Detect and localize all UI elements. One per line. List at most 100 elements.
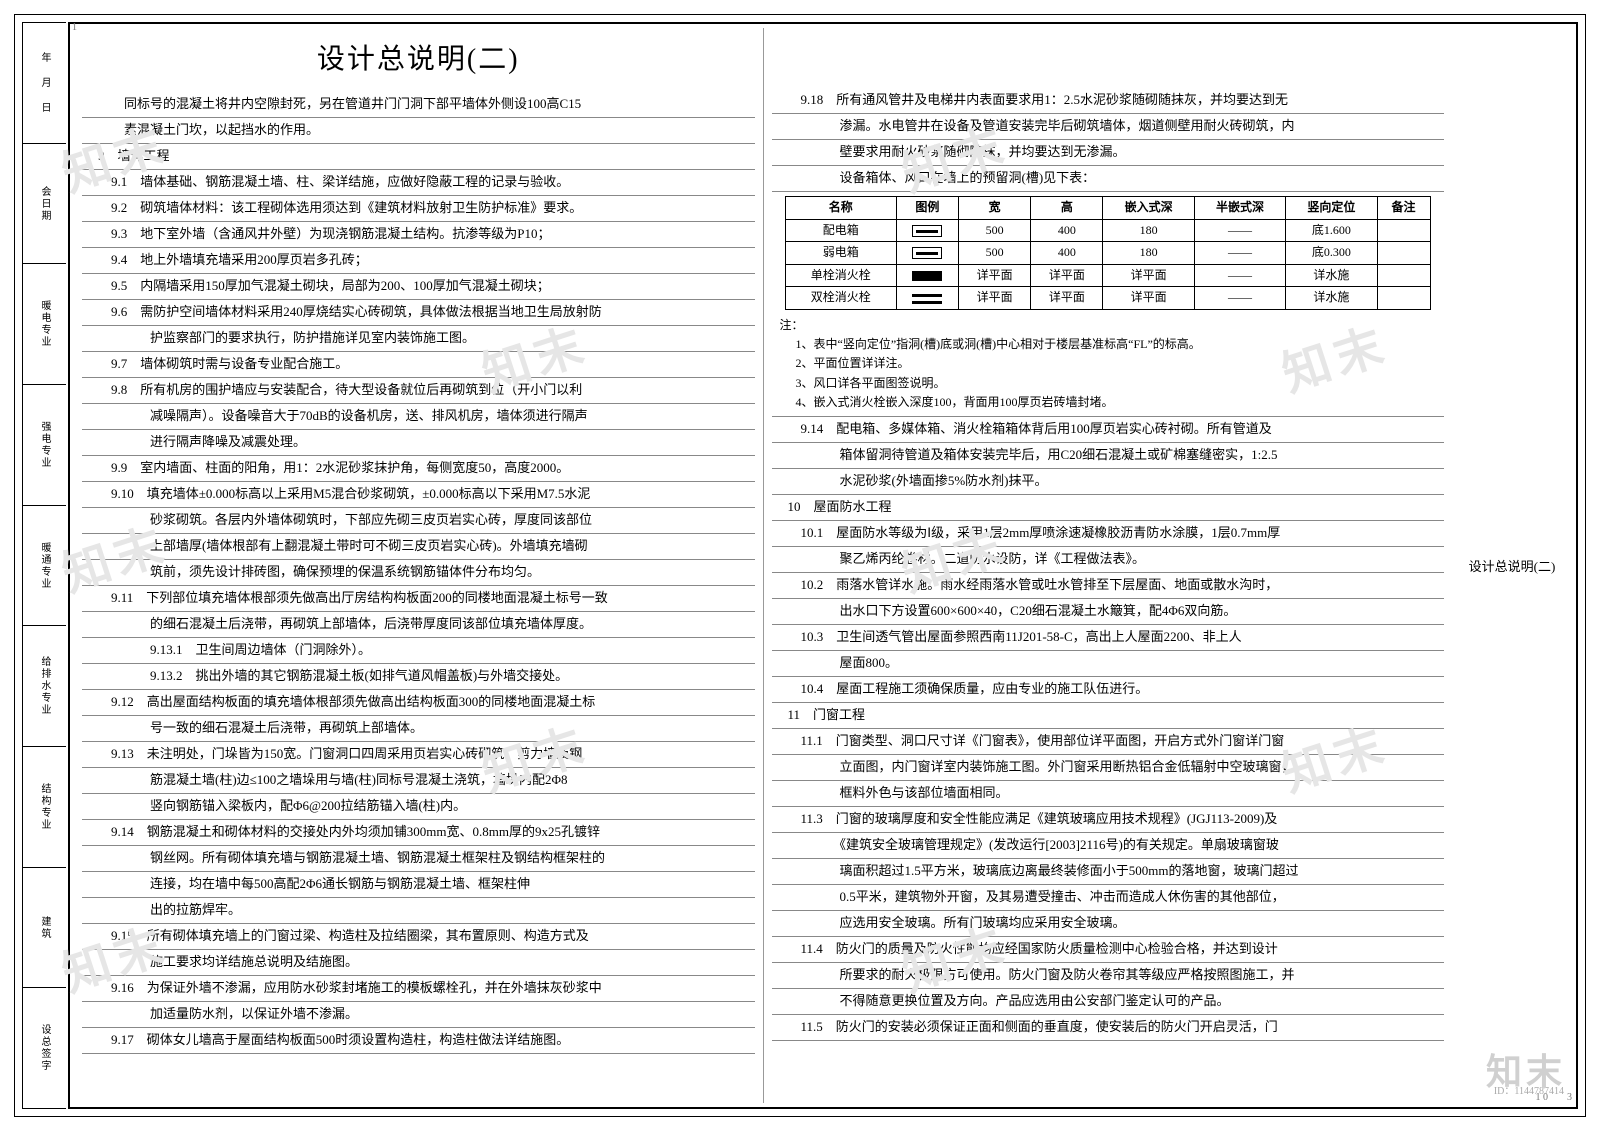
table-cell: 详平面 [1031, 264, 1103, 287]
text-line: 9.13.1 卫生间周边墙体（门洞除外）。 [82, 638, 755, 664]
table-row: 双栓消火栓详平面详平面详平面——详水施 [785, 287, 1430, 310]
table-cell: —— [1194, 264, 1285, 287]
text-line: 9.7 墙体砌筑时需与设备专业配合施工。 [82, 352, 755, 378]
text-line: 9.15 所有砌体填充墙上的门窗过梁、构造柱及拉结圈梁，其布置原则、构造方式及 [82, 924, 755, 950]
text-line: 号一致的细石混凝土后浇带，再砌筑上部墙体。 [82, 716, 755, 742]
text-line: 同标号的混凝土将井内空隙封死，另在管道井门门洞下部平墙体外侧设100高C15 [82, 92, 755, 118]
text-line: 屋面800。 [772, 651, 1445, 677]
table-header: 半嵌式深 [1194, 197, 1285, 220]
table-header: 嵌入式深 [1103, 197, 1194, 220]
right-caption-box: 设计总说明(二) ID：1144787414 [1452, 28, 1572, 1103]
text-line: 9.16 为保证外墙不渗漏，应用防水砂浆封堵施工的模板螺栓孔，并在外墙抹灰砂浆中 [82, 976, 755, 1002]
side-cell: 设总签字 [23, 988, 66, 1108]
drawing-id: ID：1144787414 [1494, 1082, 1564, 1097]
text-line: 璃面积超过1.5平方米，玻璃底边离最终装修面小于500mm的落地窗，玻璃门超过 [772, 859, 1445, 885]
text-line: 9 墙体工程 [82, 144, 755, 170]
table-cell: 底0.300 [1286, 242, 1377, 265]
text-line: 9.10 填充墙体±0.000标高以上采用M5混合砂浆砌筑，±0.000标高以下… [82, 482, 755, 508]
table-cell: 180 [1103, 242, 1194, 265]
side-cell: 会日期 [23, 144, 66, 265]
table-cell: 详平面 [959, 264, 1031, 287]
text-line: 渗漏。水电管井在设备及管道安装完毕后砌筑墙体，烟道侧壁用耐火砖砌筑，内 [772, 114, 1445, 140]
table-cell: —— [1194, 287, 1285, 310]
table-cell [1377, 219, 1430, 242]
text-line: 0.5平米，建筑物外开窗，及其易遭受撞击、冲击而造成人休伤害的其他部位， [772, 885, 1445, 911]
side-cell: 暖电专业 [23, 264, 66, 385]
table-header: 竖向定位 [1286, 197, 1377, 220]
notes-head: 注： [780, 316, 1437, 335]
preset-opening-table: 名称图例宽高嵌入式深半嵌式深竖向定位备注 配电箱500400180——底1.60… [785, 196, 1431, 310]
left-column: 设计总说明(二) 同标号的混凝土将井内空隙封死，另在管道井门门洞下部平墙体外侧设… [74, 28, 764, 1103]
text-line: 护监察部门的要求执行，防护措施详见室内装饰施工图。 [82, 326, 755, 352]
table-row: 单栓消火栓详平面详平面详平面——详水施 [785, 264, 1430, 287]
page-title: 设计总说明(二) [82, 42, 755, 78]
text-line: 框料外色与该部位墙面相同。 [772, 781, 1445, 807]
text-line: 9.8 所有机房的围护墙应与安装配合，待大型设备就位后再砌筑到位（开小门以利 [82, 378, 755, 404]
content-area: 设计总说明(二) 同标号的混凝土将井内空隙封死，另在管道井门门洞下部平墙体外侧设… [74, 28, 1572, 1103]
note-line: 1、表中“竖向定位”指洞(槽)底或洞(槽)中心相对于楼层基准标高“FL”的标高。 [796, 335, 1437, 354]
text-line: 10.3 卫生间透气管出屋面参照西南11J201-58-C，高出上人屋面2200… [772, 625, 1445, 651]
side-cell: 结构专业 [23, 747, 66, 868]
text-line: 出的拉筋焊牢。 [82, 898, 755, 924]
text-line: 9.3 地下室外墙（含通风井外壁）为现浇钢筋混凝土结构。抗渗等级为P10； [82, 222, 755, 248]
text-line: 上部墙厚(墙体根部有上翻混凝土带时可不砌三皮页岩实心砖)。外墙填充墙砌 [82, 534, 755, 560]
table-header: 宽 [959, 197, 1031, 220]
text-line: 10.4 屋面工程施工须确保质量，应由专业的施工队伍进行。 [772, 677, 1445, 703]
table-cell [896, 242, 959, 265]
text-line: 筑前，须先设计排砖图，确保预埋的保温系统钢筋锚体件分布均匀。 [82, 560, 755, 586]
table-cell: 单栓消火栓 [785, 264, 896, 287]
right-column: 9.18 所有通风管井及电梯井内表面要求用1：2.5水泥砂浆随砌随抹灰，并均要达… [764, 28, 1453, 1103]
table-cell [896, 287, 959, 310]
table-cell: 详水施 [1286, 264, 1377, 287]
text-line: 砂浆砌筑。各层内外墙体砌筑时，下部应先砌三皮页岩实心砖，厚度同该部位 [82, 508, 755, 534]
text-line: 设备箱体、风口在墙上的预留洞(槽)见下表： [772, 166, 1445, 192]
text-line: 立面图，内门窗详室内装饰施工图。外门窗采用断热铝合金低辐射中空玻璃窗， [772, 755, 1445, 781]
table-cell: 400 [1031, 242, 1103, 265]
table-notes: 注： 1、表中“竖向定位”指洞(槽)底或洞(槽)中心相对于楼层基准标高“FL”的… [772, 312, 1445, 417]
text-line: 9.1 墙体基础、钢筋混凝土墙、柱、梁详结施，应做好隐蔽工程的记录与验收。 [82, 170, 755, 196]
text-line: 箱体留洞待管道及箱体安装完毕后，用C20细石混凝土或矿棉塞缝密实，1:2.5 [772, 443, 1445, 469]
text-line: 9.17 砌体女儿墙高于屋面结构板面500时须设置构造柱，构造柱做法详结施图。 [82, 1028, 755, 1054]
table-cell: 详平面 [959, 287, 1031, 310]
side-cell: 暖通专业 [23, 506, 66, 627]
text-line: 水泥砂浆(外墙面掺5%防水剂)抹平。 [772, 469, 1445, 495]
inner-frame: 设计总说明(二) 同标号的混凝土将井内空隙封死，另在管道井门门洞下部平墙体外侧设… [68, 22, 1578, 1109]
text-line: 9.13 未注明处，门垛皆为150宽。门窗洞口四周采用页岩实心砖砌筑。剪力墙及钢 [82, 742, 755, 768]
text-line: 11.5 防火门的安装必须保证正面和侧面的垂直度，使安装后的防火门开启灵活，门 [772, 1015, 1445, 1041]
text-line: 11 门窗工程 [772, 703, 1445, 729]
table-cell: 配电箱 [785, 219, 896, 242]
text-line: 壁要求用耐火砂浆随砌随抹，并均要达到无渗漏。 [772, 140, 1445, 166]
corner-marker: 1 [72, 22, 77, 33]
text-line: 9.14 钢筋混凝土和砌体材料的交接处内外均须加铺300mm宽、0.8mm厚的9… [82, 820, 755, 846]
hydrant-double-icon [912, 294, 942, 304]
text-line: 应选用安全玻璃。所有门玻璃均应采用安全玻璃。 [772, 911, 1445, 937]
text-line: 施工要求均详结施总说明及结施图。 [82, 950, 755, 976]
table-cell: 详平面 [1103, 264, 1194, 287]
table-header: 高 [1031, 197, 1103, 220]
corner-marker: 3 [1567, 1092, 1572, 1103]
text-line: 10.2 雨落水管详水施。雨水经雨落水管或吐水管排至下层屋面、地面或散水沟时， [772, 573, 1445, 599]
text-line: 9.18 所有通风管井及电梯井内表面要求用1：2.5水泥砂浆随砌随抹灰，并均要达… [772, 88, 1445, 114]
text-line: 9.9 室内墙面、柱面的阳角，用1：2水泥砂浆抹护角，每侧宽度50，高度2000… [82, 456, 755, 482]
text-line: 10.1 屋面防水等级为Ⅰ级，采用1层2mm厚喷涂速凝橡胶沥青防水涂膜，1层0.… [772, 521, 1445, 547]
table-row: 弱电箱500400180——底0.300 [785, 242, 1430, 265]
side-cell: 年 月 日 [23, 23, 66, 144]
corner-marker: 1 0 [1536, 1092, 1549, 1103]
side-cell: 强电专业 [23, 385, 66, 506]
text-line: 的细石混凝土后浇带，再砌筑上部墙体，后浇带厚度同该部位填充墙体厚度。 [82, 612, 755, 638]
text-line: 竖向钢筋锚入梁板内，配Φ6@200拉结筋锚入墙(柱)内。 [82, 794, 755, 820]
text-line: 素混凝土门坎，以起挡水的作用。 [82, 118, 755, 144]
table-cell: 500 [959, 242, 1031, 265]
text-line: 11.1 门窗类型、洞口尺寸详《门窗表》，使用部位详平面图，开启方式外门窗详门窗 [772, 729, 1445, 755]
note-line: 2、平面位置详详注。 [796, 354, 1437, 373]
text-line: 筋混凝土墙(柱)边≤100之墙垛用与墙(柱)同标号混凝土浇筑，墙垛内配2Φ8 [82, 768, 755, 794]
text-line: 11.3 门窗的玻璃厚度和安全性能应满足《建筑玻璃应用技术规程》(JGJ113-… [772, 807, 1445, 833]
text-line: 9.13.2 挑出外墙的其它钢筋混凝土板(如排气道风帽盖板)与外墙交接处。 [82, 664, 755, 690]
side-cell: 给排水专业 [23, 626, 66, 747]
table-cell: 500 [959, 219, 1031, 242]
table-cell: 详水施 [1286, 287, 1377, 310]
hydrant-single-icon [912, 271, 942, 281]
text-line: 《建筑安全玻璃管理规定》(发改运行[2003]2116号)的有关规定。单扇玻璃窗… [772, 833, 1445, 859]
box-icon [912, 225, 942, 237]
table-cell: 400 [1031, 219, 1103, 242]
